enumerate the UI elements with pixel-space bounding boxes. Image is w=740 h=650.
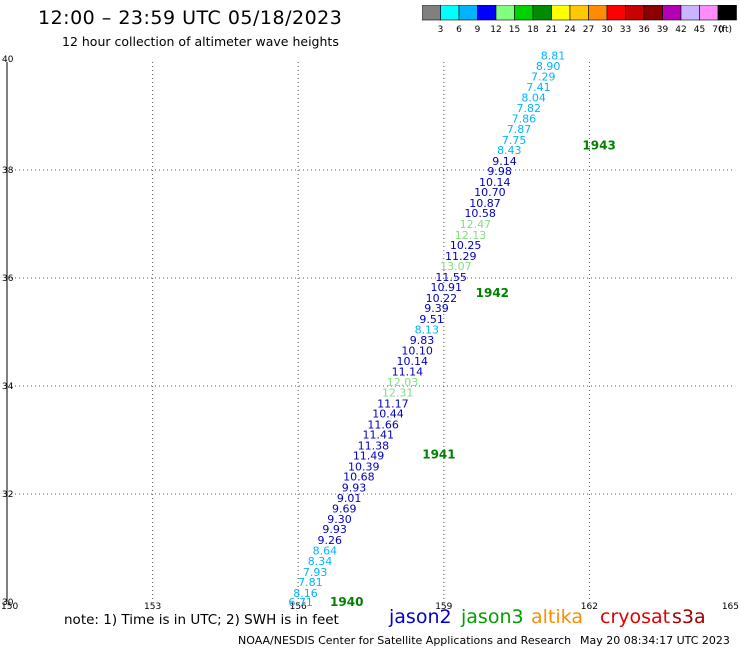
- data-point: 7.93: [303, 566, 328, 579]
- data-point: 7.82: [516, 102, 541, 115]
- legend-cryosat: cryosat: [600, 606, 671, 628]
- time-label: 1941: [422, 448, 455, 462]
- data-point: 11.38: [358, 439, 390, 452]
- color-scale-label: 9: [475, 25, 481, 35]
- credit-text: NOAA/NESDIS Center for Satellite Applica…: [238, 634, 572, 647]
- color-scale-label: 45: [694, 25, 705, 35]
- data-point: 11.17: [377, 397, 409, 410]
- color-scale-label: 21: [546, 25, 557, 35]
- color-scale-label: 3: [438, 25, 444, 35]
- data-point: 9.98: [487, 165, 512, 178]
- data-point: 9.83: [410, 334, 435, 347]
- data-point: 8.34: [308, 555, 333, 568]
- color-scale-label: 36: [638, 25, 650, 35]
- data-point: 9.93: [342, 482, 367, 495]
- y-tick-label: 34: [2, 382, 14, 392]
- data-point: 8.13: [415, 323, 440, 336]
- color-scale-legend: 3 6 9 12 15 18 21 24 27 30 33 36 39 42 45 70(ft): [422, 5, 737, 35]
- color-scale-label: 27: [583, 25, 594, 35]
- note-text: note: 1) Time is in UTC; 2) SWH is in fe…: [64, 612, 339, 628]
- time-label: 1943: [582, 139, 615, 153]
- data-point: 8.64: [313, 545, 338, 558]
- time-label: 1940: [330, 595, 363, 609]
- data-point: 12.47: [460, 218, 492, 231]
- timestamp-text: May 20 08:34:17 UTC 2023: [580, 634, 730, 647]
- data-point: 12.13: [455, 229, 487, 242]
- data-point: 7.75: [502, 134, 527, 147]
- legend-jason2: jason2: [389, 606, 452, 628]
- color-scale-unit: (ft): [719, 25, 733, 35]
- data-point: 11.41: [363, 429, 395, 442]
- data-point: 12.03: [387, 376, 419, 389]
- y-tick-label: 30: [2, 598, 14, 608]
- page-title: 12:00 – 23:59 UTC 05/18/2023: [38, 7, 343, 29]
- data-point: 11.29: [445, 250, 477, 263]
- color-scale-label: 15: [509, 25, 520, 35]
- color-swatch: [717, 5, 737, 21]
- color-scale-label: 6: [456, 25, 462, 35]
- data-point: 11.14: [392, 365, 424, 378]
- data-point: 7.87: [507, 123, 532, 136]
- data-point: 8.81: [541, 50, 566, 63]
- legend-jason3: jason3: [461, 606, 524, 628]
- data-point: 9.93: [322, 523, 347, 536]
- color-scale-label: 42: [675, 25, 686, 35]
- data-point: 6.71: [288, 596, 313, 609]
- data-point: 10.91: [430, 281, 462, 294]
- data-point: 11.66: [367, 418, 399, 431]
- wave-height-chart: 150 153 156 159 162 1653032343638406.718.167.…: [1, 50, 739, 610]
- data-point: 7.81: [298, 576, 323, 589]
- color-scale-label: 24: [564, 25, 576, 35]
- data-point: 11.55: [435, 271, 467, 284]
- data-point: 7.86: [512, 113, 537, 126]
- data-point: 7.41: [526, 81, 551, 94]
- y-tick-label: 40: [2, 55, 14, 65]
- data-point: 10.25: [450, 239, 482, 252]
- x-tick-label: 165: [722, 602, 739, 610]
- legend-s3a: s3a: [672, 606, 706, 628]
- data-point: 10.14: [397, 355, 429, 368]
- time-label: 1942: [476, 286, 509, 300]
- data-point: 9.39: [424, 302, 449, 315]
- x-tick-label: 156: [290, 602, 307, 610]
- data-point: 10.14: [479, 176, 511, 189]
- data-point: 8.43: [497, 144, 522, 157]
- data-point: 7.29: [531, 71, 556, 84]
- data-point: 9.01: [337, 492, 362, 505]
- data-point: 9.51: [419, 313, 444, 326]
- data-point: 10.39: [348, 460, 380, 473]
- page-subtitle: 12 hour collection of altimeter wave hei…: [62, 34, 339, 49]
- x-tick-label: 150: [1, 602, 18, 610]
- color-scale-label: 39: [657, 25, 669, 35]
- color-scale-label: 18: [527, 25, 539, 35]
- x-tick-label: 153: [144, 602, 161, 610]
- data-point: 11.49: [353, 450, 385, 463]
- x-tick-label: 159: [435, 602, 452, 610]
- data-point: 8.04: [521, 92, 546, 105]
- y-tick-label: 32: [2, 490, 13, 500]
- color-scale-label: 70: [712, 25, 724, 35]
- data-point: 9.69: [332, 503, 357, 516]
- data-point: 10.44: [372, 408, 404, 421]
- y-tick-label: 36: [2, 274, 14, 284]
- data-point: 10.87: [469, 197, 501, 210]
- data-point: 10.58: [464, 207, 496, 220]
- color-scale-label: 12: [490, 25, 501, 35]
- legend-altika: altika: [531, 606, 583, 628]
- y-tick-label: 38: [2, 166, 14, 176]
- data-point: 9.26: [317, 534, 342, 547]
- data-point: 10.70: [474, 186, 506, 199]
- data-point: 8.90: [536, 60, 561, 73]
- data-point: 10.68: [343, 471, 375, 484]
- data-point: 8.16: [293, 587, 318, 600]
- data-point: 12.31: [382, 386, 414, 399]
- color-scale-label: 30: [601, 25, 613, 35]
- data-point: 13.07: [440, 260, 472, 273]
- data-point: 9.14: [492, 155, 517, 168]
- data-point: 10.22: [426, 292, 458, 305]
- x-tick-label: 162: [581, 602, 598, 610]
- color-scale-label: 33: [620, 25, 631, 35]
- data-point: 9.30: [327, 513, 352, 526]
- data-point: 10.10: [401, 344, 433, 357]
